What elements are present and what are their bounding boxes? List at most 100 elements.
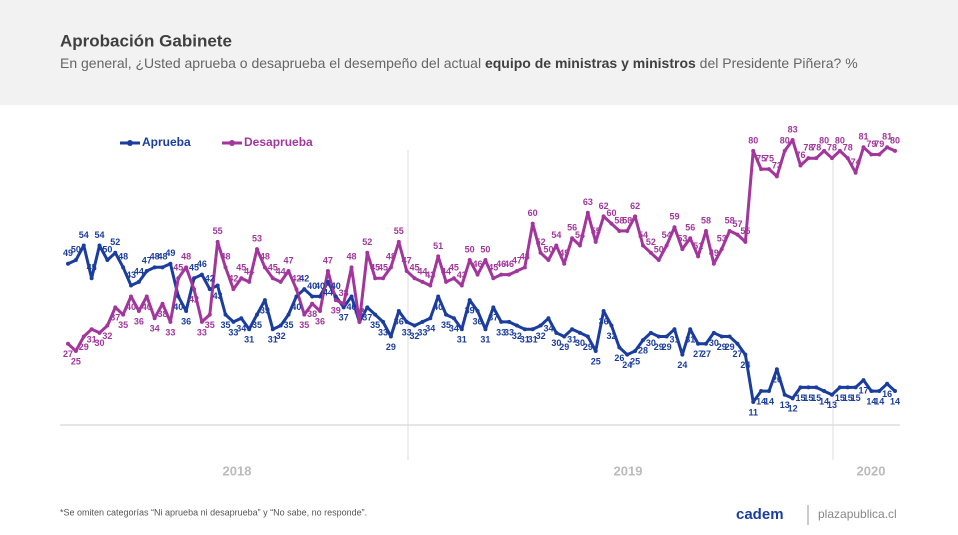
value-label: 44 — [323, 287, 333, 297]
point — [192, 276, 197, 281]
point — [255, 247, 260, 252]
value-label: 44 — [244, 266, 254, 276]
point — [814, 385, 819, 390]
value-label: 31 — [87, 335, 97, 345]
brand: cadem — [736, 506, 784, 523]
point — [759, 167, 764, 172]
point — [184, 265, 189, 270]
point — [247, 279, 252, 284]
value-label: 48 — [150, 252, 160, 262]
value-label: 53 — [677, 234, 687, 244]
point — [373, 312, 378, 317]
point — [97, 330, 102, 335]
point — [743, 352, 748, 357]
value-label: 58 — [701, 215, 711, 225]
point — [562, 334, 567, 339]
value-label: 45 — [449, 263, 459, 273]
point — [837, 385, 842, 390]
value-label: 49 — [559, 248, 569, 258]
value-label: 30 — [575, 338, 585, 348]
value-label: 37 — [362, 313, 372, 323]
value-label: 33 — [354, 306, 364, 316]
value-label: 31 — [685, 335, 695, 345]
point — [893, 389, 897, 394]
value-label: 54 — [575, 230, 585, 240]
point — [467, 298, 472, 303]
value-label: 35 — [221, 320, 231, 330]
value-label: 12 — [788, 404, 798, 414]
point — [483, 327, 488, 332]
value-label: 78 — [803, 143, 813, 153]
point — [633, 214, 638, 219]
value-label: 62 — [630, 201, 640, 211]
value-label: 47 — [402, 255, 412, 265]
value-label: 43 — [126, 270, 136, 280]
value-label: 56 — [685, 223, 695, 233]
series-line — [66, 138, 896, 353]
point — [365, 250, 370, 255]
point — [499, 272, 504, 277]
value-label: 35 — [441, 320, 451, 330]
value-label: 58 — [725, 215, 735, 225]
point — [231, 287, 236, 292]
value-label: 78 — [843, 143, 853, 153]
legend-marker — [127, 140, 133, 146]
value-label: 80 — [780, 135, 790, 145]
point — [144, 268, 149, 273]
point — [617, 345, 622, 350]
point — [73, 258, 78, 263]
point — [113, 250, 118, 255]
point — [640, 243, 645, 248]
value-label: 45 — [378, 263, 388, 273]
point — [766, 167, 771, 172]
value-label: 47 — [323, 255, 333, 265]
value-label: 16 — [882, 389, 892, 399]
value-label: 31 — [528, 335, 538, 345]
value-label: 33 — [504, 327, 514, 337]
value-label: 50 — [480, 244, 490, 254]
value-label: 55 — [394, 226, 404, 236]
point — [885, 381, 890, 386]
value-label: 20 — [772, 375, 782, 385]
point — [577, 330, 582, 335]
value-label: 35 — [205, 320, 215, 330]
point — [444, 279, 449, 284]
point — [215, 239, 220, 244]
point — [294, 294, 299, 299]
point — [207, 312, 212, 317]
legend-marker — [229, 140, 235, 146]
value-label: 15 — [803, 393, 813, 403]
value-label: 31 — [457, 335, 467, 345]
point — [475, 272, 480, 277]
point — [601, 214, 606, 219]
point — [625, 228, 630, 233]
value-label: 49 — [63, 248, 73, 258]
value-label: 43 — [213, 291, 223, 301]
value-label: 30 — [709, 338, 719, 348]
point — [877, 389, 882, 394]
value-label: 39 — [465, 305, 475, 315]
point — [199, 319, 204, 324]
value-label: 34 — [236, 324, 246, 334]
value-label: 15 — [835, 393, 845, 403]
value-label: 36 — [473, 316, 483, 326]
point — [625, 352, 630, 357]
point — [782, 392, 787, 397]
value-label: 46 — [504, 259, 514, 269]
point — [514, 323, 519, 328]
value-label: 47 — [284, 255, 294, 265]
point — [514, 268, 519, 273]
point — [585, 334, 590, 339]
value-label: 27 — [693, 349, 703, 359]
point — [444, 312, 449, 317]
value-label: 33 — [417, 327, 427, 337]
point — [270, 276, 275, 281]
point — [507, 272, 512, 277]
value-label: 59 — [669, 212, 679, 222]
value-label: 25 — [630, 356, 640, 366]
value-label: 33 — [496, 327, 506, 337]
point — [168, 261, 173, 266]
value-label: 55 — [213, 226, 223, 236]
point — [136, 309, 141, 313]
subtitle-part: equipo de ministras y ministros — [485, 55, 696, 71]
